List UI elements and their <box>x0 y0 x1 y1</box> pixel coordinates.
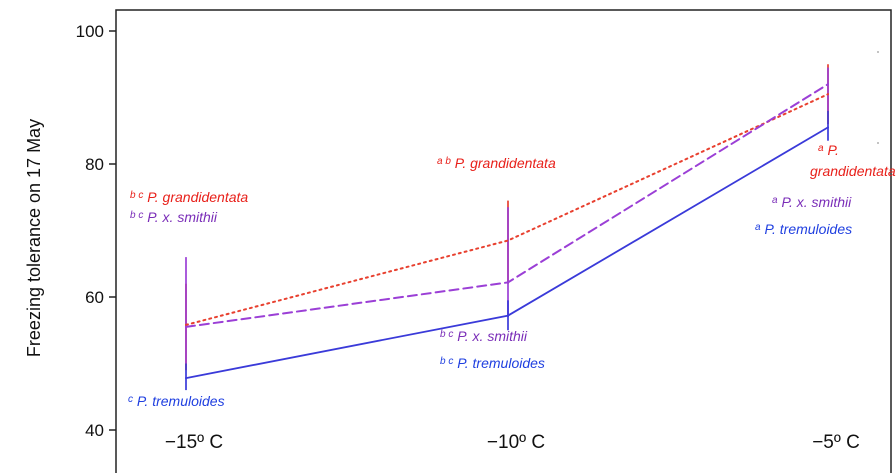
annotation-a5-trem: a P. tremuloides <box>755 221 852 237</box>
y-axis-label: Freezing tolerance on 17 May <box>24 119 44 357</box>
annotation-a15-grand: b c P. grandidentata <box>130 189 248 205</box>
edge-mark <box>877 142 879 144</box>
series-line-grandidentata <box>185 93 829 326</box>
annotation-letters: a b <box>437 156 451 167</box>
x-category-label: −10º C <box>487 432 545 453</box>
x-category-label: −15º C <box>165 432 223 453</box>
y-axis: 40 60 80 100 <box>76 22 116 440</box>
edge-mark <box>877 51 879 53</box>
annotation-species: P. tremuloides <box>137 393 225 409</box>
series-line-tremuloides <box>185 126 829 380</box>
y-tick-label: 80 <box>85 155 104 174</box>
annotation-species: P. tremuloides <box>764 221 852 237</box>
annotation-letters: b c <box>440 329 453 340</box>
annotation-a10-trem: b c P. tremuloides <box>440 355 545 371</box>
y-tick-label: 60 <box>85 288 104 307</box>
annotation-species: P. x. smithii <box>781 194 852 210</box>
annotation-a10-grand: a b P. grandidentata <box>437 155 556 171</box>
annotation-species: P. x. smithii <box>457 328 528 344</box>
annotation-letters: a <box>755 222 761 233</box>
y-tick-label: 100 <box>76 22 104 41</box>
annotation-letters: a <box>772 195 778 206</box>
y-tick-label: 40 <box>85 421 104 440</box>
annotation-letters: c <box>128 394 133 405</box>
annotation-letters: b c <box>130 190 143 201</box>
x-axis: −15º C −10º C −5º C <box>165 432 860 453</box>
annotation-species: grandidentata <box>810 163 896 179</box>
annotation-letters: a <box>818 143 824 154</box>
annotation-a5-grand1: a P. <box>818 142 839 158</box>
plot-frame <box>115 9 892 473</box>
x-category-label: −5º C <box>812 432 860 453</box>
annotation-species: P. <box>827 142 838 158</box>
annotation-a5-grand2: grandidentata <box>810 163 896 179</box>
annotation-species: P. grandidentata <box>147 189 248 205</box>
annotation-a5-smith: a P. x. smithii <box>772 194 852 210</box>
annotation-a15-smith: b c P. x. smithii <box>130 209 218 225</box>
annotation-letters: b c <box>130 210 143 221</box>
annotation-species: P. grandidentata <box>455 155 556 171</box>
series-line-smithii <box>185 83 829 328</box>
annotation-a10-smith: b c P. x. smithii <box>440 328 528 344</box>
annotation-species: P. x. smithii <box>147 209 218 225</box>
annotation-letters: b c <box>440 356 453 367</box>
annotation-species: P. tremuloides <box>457 355 545 371</box>
series-lines <box>185 83 829 380</box>
annotation-a15-trem: c P. tremuloides <box>128 393 225 409</box>
